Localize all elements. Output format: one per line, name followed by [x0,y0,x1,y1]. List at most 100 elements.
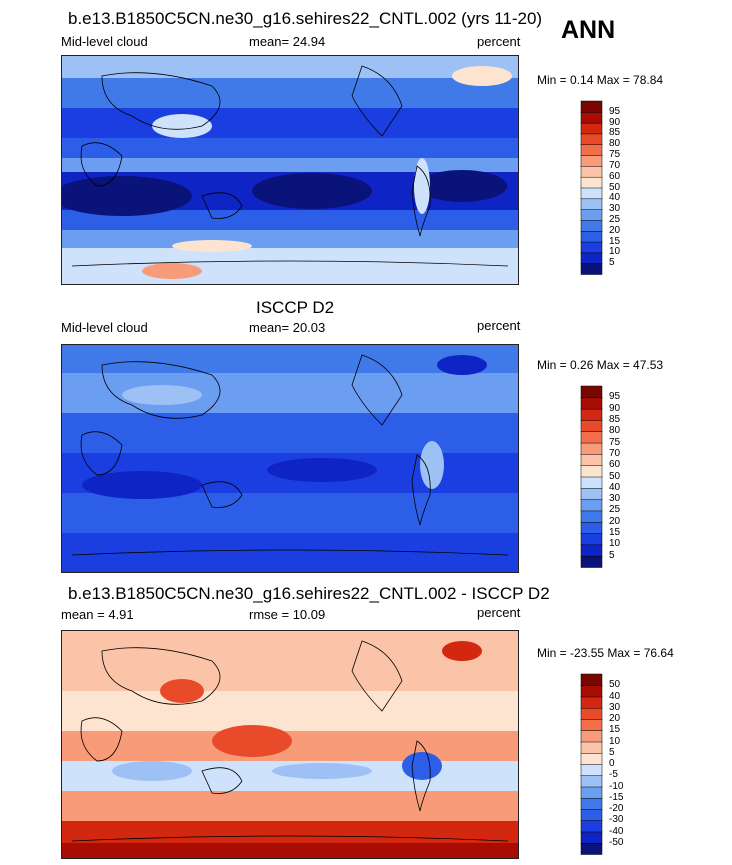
colorbar-tick-label: 25 [609,504,621,516]
colorbar-tick-label: -15 [609,791,624,803]
colorbar-tick-label: 10 [609,735,621,747]
panel-2-map [61,344,519,573]
colorbar-swatch [580,208,603,221]
colorbar-tick-label: 70 [609,447,621,459]
colorbar-swatch [580,532,603,546]
panel-2-variable-label: Mid-level cloud [61,320,148,335]
colorbar-tick-label: 40 [609,192,621,204]
panel-1-map [61,55,519,285]
panel-2-minmax: Min = 0.26 Max = 47.53 [537,358,664,372]
colorbar-tick-label: 90 [609,402,621,414]
colorbar-tick-label: 30 [609,493,621,505]
colorbar-swatch [580,831,603,844]
colorbar-tick-label: 50 [609,679,621,691]
colorbar-tick-label: 5 [609,746,615,758]
colorbar-swatch [580,741,603,754]
colorbar-tick-label: 60 [609,170,621,182]
colorbar-tick-label: 25 [609,213,621,225]
colorbar-tick-label: 90 [609,116,621,128]
colorbar-swatch [580,510,603,523]
colorbar-swatch [580,230,603,243]
panel-1-variable-label: Mid-level cloud [61,34,148,49]
colorbar-swatch [580,408,603,421]
colorbar-swatch [580,187,603,200]
colorbar-tick-label: 40 [609,690,621,702]
colorbar-tick-label: 30 [609,203,621,215]
panel-2-colorbar [580,385,603,568]
colorbar-swatch [580,176,603,189]
colorbar-tick-label: -40 [609,825,624,837]
colorbar-tick-label: 5 [609,257,615,269]
colorbar-swatch [580,464,603,478]
panel-1-colorbar [580,100,603,275]
season-label: ANN [561,16,616,44]
colorbar-tick-label: -50 [609,836,624,848]
panel-3-units: percent [477,605,521,620]
colorbar-swatch [580,487,603,500]
panel-3-map [61,630,519,859]
panel-3-title: b.e13.B1850C5CN.ne30_g16.sehires22_CNTL.… [68,584,550,603]
colorbar-swatch [580,431,603,444]
colorbar-tick-label: 40 [609,481,621,493]
colorbar-swatch [580,154,603,167]
colorbar-swatch [580,752,603,765]
colorbar-swatch [580,133,603,145]
colorbar-tick-label: 95 [609,391,621,403]
colorbar-swatch [580,498,603,512]
colorbar-swatch [580,442,603,455]
colorbar-swatch [580,219,603,232]
colorbar-tick-label: 15 [609,527,621,539]
colorbar-swatch [580,673,603,686]
colorbar-tick-label: -5 [609,769,618,781]
colorbar-tick-label: 5 [609,549,615,561]
colorbar-swatch [580,419,603,432]
panel-2-mean: mean= 20.03 [249,320,326,335]
colorbar-swatch [580,521,603,534]
panel-3-colorbar-swatches [580,673,603,855]
colorbar-tick-label: -20 [609,803,624,814]
panel-3-mean: mean = 4.91 [61,607,134,622]
panel-1-minmax: Min = 0.14 Max = 78.84 [537,73,664,87]
colorbar-swatch [580,718,603,731]
colorbar-tick-label: 60 [609,459,621,471]
panel-1-mean: mean= 24.94 [249,34,326,49]
colorbar-swatch [580,397,603,410]
panel-3-rmse: rmse = 10.09 [249,607,326,622]
colorbar-swatch [580,252,603,264]
panel-2-title: ISCCP D2 [256,298,335,317]
colorbar-swatch [580,775,603,788]
colorbar-tick-label: 20 [609,515,621,527]
colorbar-tick-label: 70 [609,159,621,171]
panel-2-units: percent [477,318,521,333]
colorbar-tick-label: 80 [609,425,621,437]
colorbar-tick-label: 15 [609,235,621,247]
panel-2-map-field [62,345,518,572]
panel-1-title: b.e13.B1850C5CN.ne30_g16.sehires22_CNTL.… [68,9,543,28]
colorbar-swatch [580,696,603,709]
colorbar-swatch [580,144,603,156]
colorbar-swatch [580,453,603,466]
colorbar-tick-label: 15 [609,724,621,736]
colorbar-swatch [580,685,603,698]
colorbar-tick-label: 75 [609,149,621,161]
panel-1-colorbar-swatches [580,100,603,275]
colorbar-swatch [580,165,603,178]
panel-1-units: percent [477,34,521,49]
colorbar-swatch [580,555,603,568]
colorbar-swatch [580,797,603,810]
colorbar-tick-label: 50 [609,181,621,193]
panel-1-map-field [62,56,518,284]
colorbar-tick-label: 10 [609,538,621,550]
colorbar-swatch [580,111,603,124]
colorbar-swatch [580,544,603,557]
colorbar-tick-label: 30 [609,701,621,713]
colorbar-tick-label: 85 [609,413,621,425]
colorbar-swatch [580,385,603,399]
colorbar-tick-label: 0 [609,758,615,769]
colorbar-swatch [580,262,603,275]
panel-3-minmax: Min = -23.55 Max = 76.64 [537,646,674,660]
colorbar-swatch [580,730,603,743]
colorbar-tick-label: -10 [609,780,624,792]
colorbar-swatch [580,842,603,855]
colorbar-tick-label: 80 [609,138,621,150]
